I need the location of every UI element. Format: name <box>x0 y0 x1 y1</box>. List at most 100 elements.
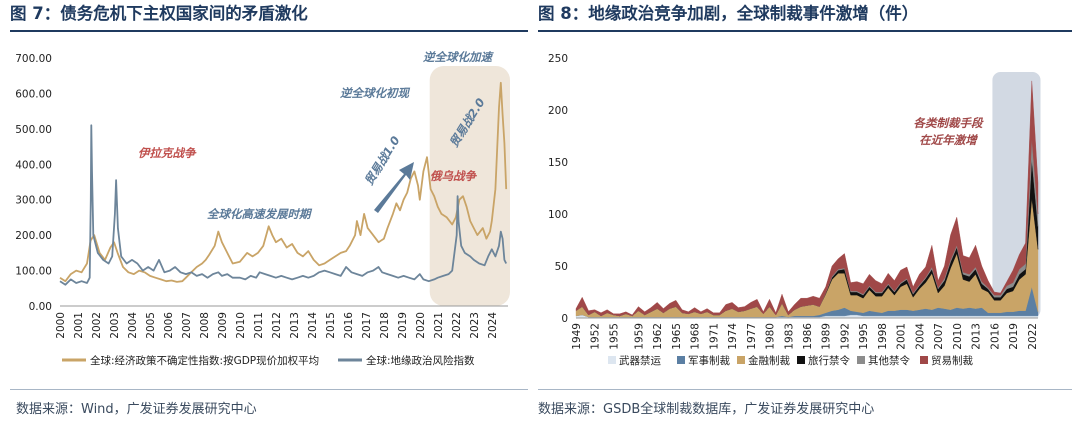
x-tick-label: 2015 <box>325 312 337 339</box>
x-tick-label: 1989 <box>821 323 833 350</box>
x-tick-label: 2022 <box>1027 323 1039 350</box>
x-tick-label: 2003 <box>109 312 121 339</box>
x-tick-label: 2006 <box>163 312 175 339</box>
annotation-russia-ukraine: 俄乌战争 <box>430 169 477 183</box>
legend-label: 武器禁运 <box>619 354 661 367</box>
left-title-rule <box>10 30 528 32</box>
x-tick-label: 1955 <box>608 323 620 350</box>
deglobalization-shade <box>429 66 510 306</box>
annotation-deglobalization-accel: 逆全球化加速 <box>423 50 494 64</box>
y-tick-label: 250 <box>548 53 568 65</box>
y-tick-label: 150 <box>548 157 568 169</box>
annotation-surge-line1: 各类制裁手段 <box>914 116 984 130</box>
legend-label-gpr: 全球:地缘政治风险指数 <box>366 354 475 367</box>
x-tick-label: 1968 <box>690 323 702 350</box>
x-tick-label: 2016 <box>343 312 355 339</box>
x-tick-label: 2001 <box>73 312 85 339</box>
right-title-rule <box>538 30 1072 32</box>
legend-label-epu: 全球:经济政策不确定性指数:按GDP现价加权平均 <box>90 354 319 367</box>
x-tick-label: 2007 <box>181 312 193 339</box>
x-tick-label: 2020 <box>415 312 427 339</box>
x-tick-label: 2018 <box>379 312 391 339</box>
x-tick-label: 1949 <box>571 323 583 350</box>
right-chart: 0 50 100 150 200 250 1949 1952 1955 1959 1962 1965 1… <box>548 53 1041 367</box>
x-tick-label: 2012 <box>271 312 283 339</box>
legend-swatch <box>608 356 616 364</box>
y-tick-label: 400.00 <box>15 159 52 171</box>
x-tick-label: 2022 <box>451 312 463 339</box>
x-tick-label: 2004 <box>127 312 139 339</box>
annotation-deglobalization-start: 逆全球化初现 <box>340 86 410 100</box>
x-tick-label: 2010 <box>952 323 964 350</box>
x-tick-label: 2007 <box>933 323 945 350</box>
y-tick-label: 100.00 <box>15 266 52 278</box>
x-tick-label: 2013 <box>971 323 983 350</box>
gpr-line <box>59 124 508 286</box>
legend-swatch <box>797 356 805 364</box>
legend-label: 军事制裁 <box>688 354 730 367</box>
annotation-surge-line2: 在近年激增 <box>919 133 978 147</box>
legend-swatch <box>677 356 685 364</box>
y-tick-label: 500.00 <box>15 124 52 136</box>
x-tick-label: 2019 <box>397 312 409 339</box>
x-tick-label: 2017 <box>361 312 373 339</box>
x-tick-label: 1998 <box>877 323 889 350</box>
y-tick-label: 100 <box>548 209 568 221</box>
legend-swatch <box>920 356 928 364</box>
x-tick-label: 1986 <box>802 323 814 350</box>
x-tick-label: 2011 <box>253 312 265 339</box>
left-source-rule <box>10 389 528 390</box>
y-tick-label: 600.00 <box>15 88 52 100</box>
annotation-iraq-war: 伊拉克战争 <box>138 146 197 160</box>
x-tick-label: 2014 <box>307 312 319 339</box>
x-tick-label: 2005 <box>145 312 157 339</box>
trade-war-arrow <box>374 162 414 213</box>
annotation-rapid-globalization: 全球化高速发展时期 <box>207 207 313 221</box>
x-tick-label: 2002 <box>91 312 103 339</box>
x-tick-label: 2016 <box>989 323 1001 350</box>
y-tick-label: 200 <box>548 105 568 117</box>
left-source: 数据来源：Wind，广发证券发展研究中心 <box>16 402 257 417</box>
y-tick-label: 700.00 <box>15 53 52 65</box>
x-tick-label: 1971 <box>708 323 720 350</box>
legend-label: 贸易制裁 <box>931 354 973 367</box>
x-tick-label: 2024 <box>487 312 499 339</box>
x-tick-label: 2000 <box>55 312 67 339</box>
annotation-trade-war-1: 贸易战1.0 <box>362 134 403 188</box>
epu-line <box>59 81 508 283</box>
x-tick-label: 1977 <box>746 323 758 350</box>
left-chart-title: 图 7：债务危机下主权国家间的矛盾激化 <box>10 4 308 23</box>
x-tick-label: 1959 <box>633 323 645 350</box>
y-tick-label: 50 <box>555 261 568 273</box>
x-tick-label: 2019 <box>1008 323 1020 350</box>
x-tick-label: 2009 <box>217 312 229 339</box>
x-tick-label: 1965 <box>671 323 683 350</box>
y-tick-label: 300.00 <box>15 195 52 207</box>
right-source-rule <box>538 389 1072 390</box>
x-tick-label: 2001 <box>896 323 908 350</box>
left-chart: 0.00 100.00 200.00 300.00 400.00 500.00 600.00… <box>15 50 510 367</box>
x-tick-label: 1992 <box>839 323 851 350</box>
x-tick-label: 1974 <box>727 323 739 350</box>
x-tick-label: 2013 <box>289 312 301 339</box>
legend-label: 金融制裁 <box>748 354 790 367</box>
x-tick-label: 1962 <box>652 323 664 350</box>
legend-swatch <box>737 356 745 364</box>
x-tick-label: 1980 <box>765 323 777 350</box>
y-tick-label: 200.00 <box>15 230 52 242</box>
x-tick-label: 1983 <box>783 323 795 350</box>
x-tick-label: 1952 <box>590 323 602 350</box>
x-tick-label: 2021 <box>433 312 445 339</box>
x-tick-label: 2010 <box>235 312 247 339</box>
x-tick-label: 2023 <box>469 312 481 339</box>
x-tick-label: 2004 <box>914 323 926 350</box>
legend-swatch <box>857 356 865 364</box>
right-source: 数据来源：GSDB全球制裁数据库，广发证券发展研究中心 <box>538 402 875 417</box>
right-chart-title: 图 8：地缘政治竞争加剧，全球制裁事件激增（件） <box>538 4 919 23</box>
x-tick-label: 2008 <box>199 312 211 339</box>
legend-label: 其他禁令 <box>868 354 910 367</box>
area-trade <box>575 80 1039 317</box>
y-tick-label: 0 <box>561 313 568 325</box>
legend-label: 旅行禁令 <box>808 354 850 367</box>
x-tick-label: 1995 <box>858 323 870 350</box>
